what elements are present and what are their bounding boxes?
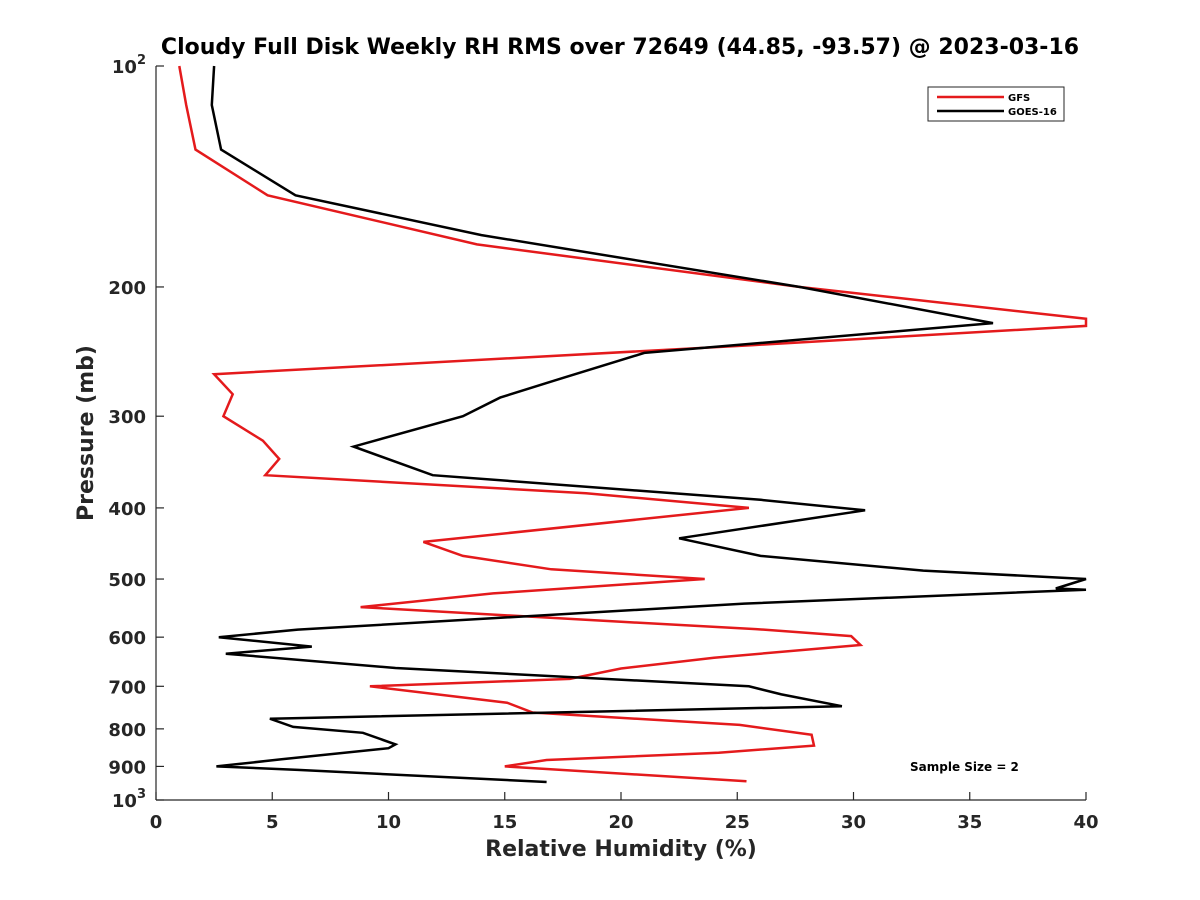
x-tick-label: 10 xyxy=(376,812,401,833)
legend-box xyxy=(927,86,1065,122)
plot-area xyxy=(156,66,1086,800)
x-tick-label: 40 xyxy=(1073,812,1098,833)
x-tick-label: 30 xyxy=(841,812,866,833)
x-tick-group: 0 5 10 15 20 25 30 35 40 xyxy=(150,792,1099,833)
sample-size-annotation: Sample Size = 2 xyxy=(910,760,1019,774)
y-tick-label: 900 xyxy=(108,757,146,778)
series-line-goes-16 xyxy=(210,65,1087,784)
x-tick-label: 25 xyxy=(725,812,750,833)
x-tick-label: 20 xyxy=(608,812,633,833)
x-tick-label: 5 xyxy=(266,812,279,833)
x-axis-label: Relative Humidity (%) xyxy=(485,837,757,862)
legend-label-goes-16: GOES-16 xyxy=(1008,107,1057,118)
series-layer xyxy=(178,65,1088,784)
y-tick-label: 800 xyxy=(108,720,146,741)
series-line-gfs xyxy=(178,65,1088,783)
legend: GFS GOES-16 xyxy=(927,86,1065,122)
y-tick-label: 300 xyxy=(108,407,146,428)
y-axis-label: Pressure (mb) xyxy=(74,345,99,521)
y-tick-label: 600 xyxy=(108,628,146,649)
x-tick-label: 35 xyxy=(957,812,982,833)
series-goes-16 xyxy=(210,65,1087,784)
y-tick-label: 500 xyxy=(108,570,146,591)
y-tick-label: 200 xyxy=(108,278,146,299)
x-tick-label: 15 xyxy=(492,812,517,833)
legend-label-gfs: GFS xyxy=(1008,93,1030,104)
x-tick-label: 0 xyxy=(150,812,163,833)
y-tick-label: 400 xyxy=(108,499,146,520)
series-gfs xyxy=(178,65,1088,783)
chart-title: Cloudy Full Disk Weekly RH RMS over 7264… xyxy=(161,35,1079,60)
y-tick-group: 102 200 300 400 500 600 700 800 900 103 xyxy=(108,53,164,812)
y-tick-label: 700 xyxy=(108,677,146,698)
y-tick-label: 102 xyxy=(112,53,146,78)
y-tick-label: 103 xyxy=(112,787,146,812)
